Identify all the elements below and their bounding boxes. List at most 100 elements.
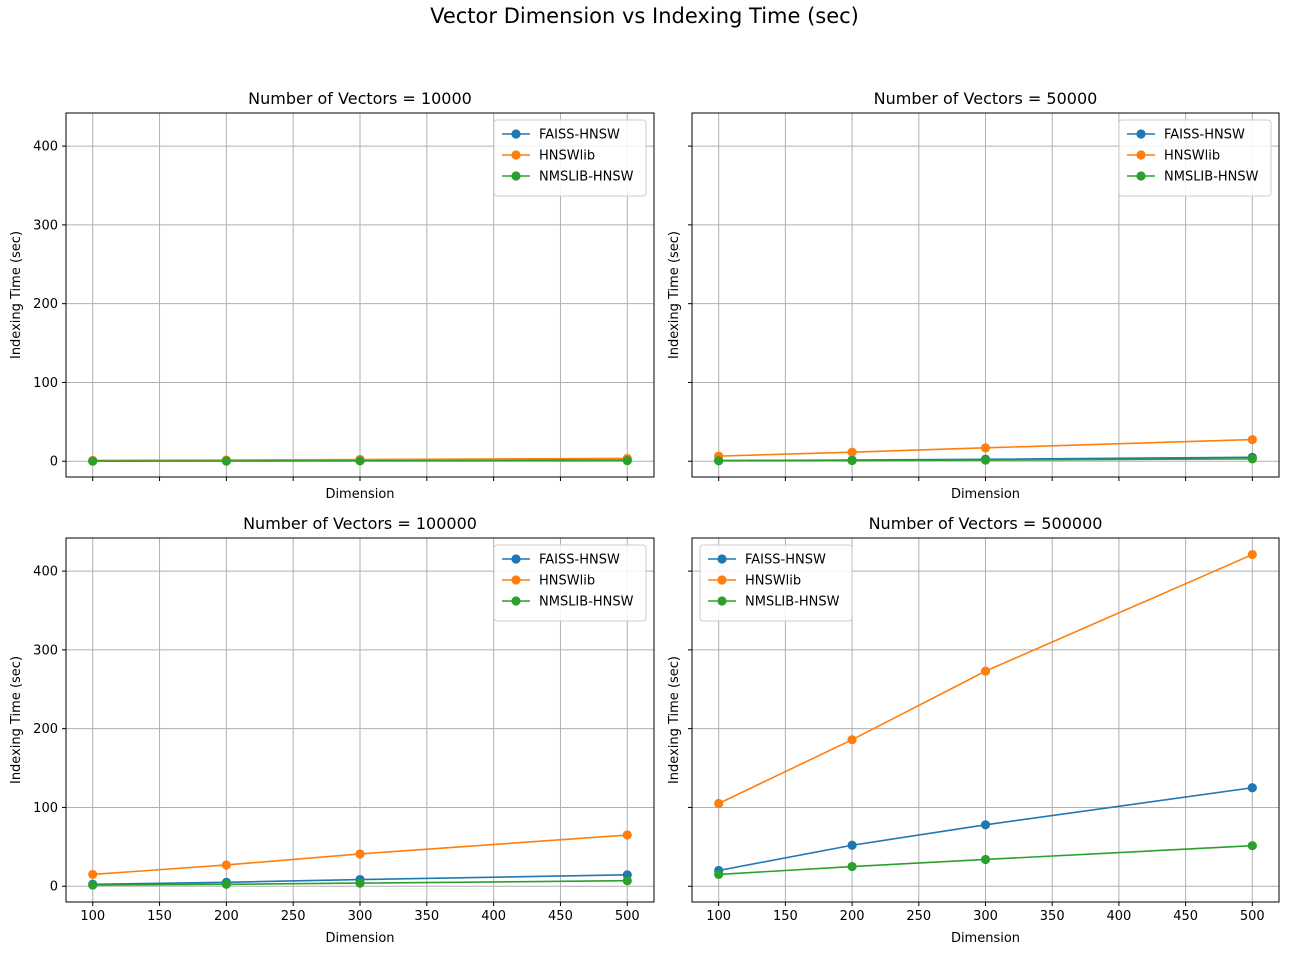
legend-box bbox=[699, 544, 853, 622]
series-line-faiss-hnsw bbox=[92, 874, 628, 886]
legend-box bbox=[1118, 119, 1272, 197]
data-point-nmslib-hnsw bbox=[980, 854, 991, 865]
x-tick-label: 400 bbox=[1106, 909, 1131, 924]
x-tick-label: 400 bbox=[481, 909, 506, 924]
subplot-title: Number of Vectors = 50000 bbox=[874, 89, 1098, 108]
y-tick-label: 200 bbox=[33, 722, 58, 737]
subplot-1: 0 100 200 300 400 Number of Vectors = 10000 Di… bbox=[9, 89, 655, 502]
y-tick-label: 0 bbox=[50, 455, 58, 470]
data-point-hnswlib bbox=[355, 849, 365, 859]
y-axis-label: Indexing Time (sec) bbox=[667, 656, 682, 784]
x-tick-label: 350 bbox=[414, 909, 439, 924]
legend-label: NMSLIB-HNSW bbox=[1164, 170, 1259, 185]
subplot-title: Number of Vectors = 10000 bbox=[248, 89, 472, 108]
x-tick-label: 250 bbox=[906, 909, 931, 924]
x-tick-label: 150 bbox=[147, 909, 172, 924]
legend-label: FAISS-HNSW bbox=[745, 553, 826, 568]
data-point-hnswlib bbox=[221, 860, 231, 870]
x-axis-label: Dimension bbox=[951, 931, 1020, 946]
data-point-hnswlib bbox=[88, 869, 98, 880]
data-point-hnswlib bbox=[1247, 434, 1257, 445]
y-axis-label: Indexing Time (sec) bbox=[667, 231, 682, 359]
x-tick-label: 450 bbox=[1173, 909, 1198, 924]
x-axis-label: Dimension bbox=[951, 487, 1020, 502]
data-point-faiss-hnsw bbox=[1247, 783, 1257, 793]
data-point-hnswlib bbox=[847, 735, 857, 745]
y-tick-label: 100 bbox=[33, 376, 58, 391]
data-point-hnswlib bbox=[622, 830, 632, 840]
y-tick-label: 100 bbox=[33, 801, 58, 816]
series-line-nmslib-hnsw bbox=[718, 458, 1253, 462]
legend-marker bbox=[511, 171, 521, 181]
data-point-nmslib-hnsw bbox=[221, 456, 231, 466]
y-tick-label: 200 bbox=[33, 297, 58, 312]
data-point-nmslib-hnsw bbox=[847, 861, 857, 872]
legend-marker bbox=[511, 150, 521, 160]
x-tick-label: 250 bbox=[281, 909, 306, 924]
legend-marker bbox=[1136, 171, 1146, 181]
data-point-nmslib-hnsw bbox=[714, 456, 724, 466]
subplot-title: Number of Vectors = 500000 bbox=[869, 514, 1103, 533]
data-point-nmslib-hnsw bbox=[714, 869, 724, 880]
legend-label: FAISS-HNSW bbox=[1164, 128, 1245, 143]
legend-box bbox=[493, 119, 647, 197]
series-line-hnswlib bbox=[92, 834, 628, 876]
y-axis-label: Indexing Time (sec) bbox=[9, 231, 24, 359]
y-tick-label: 300 bbox=[33, 643, 58, 658]
legend-marker bbox=[1136, 129, 1146, 139]
legend: FAISS-HNSW HNSWlib NMSLIB-HNSW bbox=[1118, 119, 1272, 197]
legend-marker bbox=[717, 596, 727, 606]
x-axis-label: Dimension bbox=[325, 487, 394, 502]
series-line-nmslib-hnsw bbox=[718, 844, 1253, 876]
legend-label: FAISS-HNSW bbox=[539, 128, 620, 143]
legend-marker bbox=[1136, 150, 1146, 160]
data-point-nmslib-hnsw bbox=[980, 455, 991, 465]
series-line-faiss-hnsw bbox=[718, 786, 1253, 872]
data-point-hnswlib bbox=[1247, 549, 1257, 560]
legend-label: FAISS-HNSW bbox=[539, 553, 620, 568]
legend-marker bbox=[511, 575, 521, 585]
legend-marker bbox=[717, 575, 727, 585]
data-point-hnswlib bbox=[847, 447, 857, 457]
legend: FAISS-HNSW HNSWlib NMSLIB-HNSW bbox=[493, 119, 647, 197]
series-line-hnswlib bbox=[718, 553, 1253, 805]
data-point-nmslib-hnsw bbox=[355, 878, 365, 888]
legend-label: HNSWlib bbox=[539, 574, 595, 589]
data-point-nmslib-hnsw bbox=[847, 455, 857, 466]
subplot-2: Number of Vectors = 50000 Dimension Indexi… bbox=[667, 89, 1280, 502]
legend-marker bbox=[511, 554, 521, 564]
data-point-hnswlib bbox=[980, 666, 991, 676]
data-point-nmslib-hnsw bbox=[88, 456, 98, 466]
y-tick-label: 400 bbox=[33, 565, 58, 580]
data-point-nmslib-hnsw bbox=[622, 456, 632, 466]
y-tick-label: 400 bbox=[33, 140, 58, 155]
x-tick-label: 300 bbox=[973, 909, 998, 924]
data-point-faiss-hnsw bbox=[847, 840, 857, 850]
series-line-hnswlib bbox=[718, 438, 1253, 457]
data-point-hnswlib bbox=[714, 798, 724, 809]
data-point-nmslib-hnsw bbox=[355, 456, 365, 466]
data-point-hnswlib bbox=[980, 443, 991, 453]
legend-marker bbox=[511, 596, 521, 606]
x-tick-label: 200 bbox=[840, 909, 865, 924]
legend-label: HNSWlib bbox=[539, 149, 595, 164]
subplot-4: 100 150 200 250 300 350 400 450 500 Number of Vec… bbox=[667, 514, 1280, 946]
x-tick-label: 100 bbox=[80, 909, 105, 924]
subplot-3: 100 150 200 250 300 350 400 450 500 0 100 200 300 400… bbox=[9, 514, 655, 946]
legend-box bbox=[493, 544, 647, 622]
figure-title: Vector Dimension vs Indexing Time (sec) bbox=[430, 4, 859, 28]
data-point-nmslib-hnsw bbox=[1247, 841, 1257, 851]
data-point-nmslib-hnsw bbox=[88, 880, 98, 890]
x-tick-label: 100 bbox=[706, 909, 731, 924]
x-tick-label: 500 bbox=[615, 909, 640, 924]
x-tick-label: 500 bbox=[1240, 909, 1265, 924]
x-tick-label: 350 bbox=[1040, 909, 1065, 924]
legend-marker bbox=[717, 554, 727, 564]
legend-marker bbox=[511, 129, 521, 139]
x-tick-label: 300 bbox=[348, 909, 373, 924]
data-point-nmslib-hnsw bbox=[622, 876, 632, 886]
legend-label: NMSLIB-HNSW bbox=[539, 170, 634, 185]
legend: FAISS-HNSW HNSWlib NMSLIB-HNSW bbox=[493, 544, 647, 622]
legend-label: NMSLIB-HNSW bbox=[539, 595, 634, 610]
